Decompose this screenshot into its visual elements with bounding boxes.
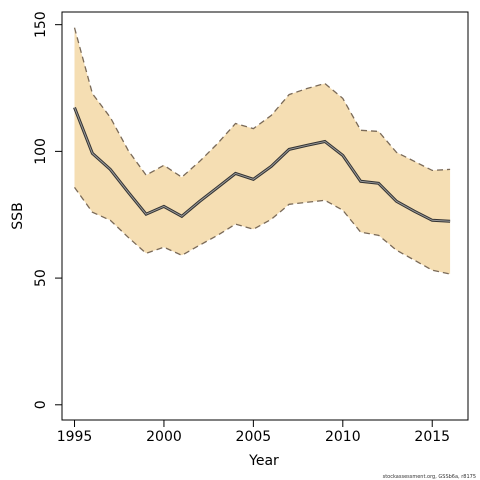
- y-tick-label: 150: [33, 11, 49, 38]
- x-tick-label: 2010: [325, 429, 361, 445]
- confidence-band: [74, 27, 451, 275]
- y-axis-label: SSB: [10, 202, 26, 229]
- x-tick-label: 2000: [146, 429, 182, 445]
- band-edge: [73, 27, 451, 179]
- line: [74, 107, 451, 222]
- y-tick-label: 0: [33, 400, 49, 409]
- y-tick-label: 50: [33, 269, 49, 287]
- x-tick-label: 2015: [414, 429, 450, 445]
- x-axis-label: Year: [248, 453, 279, 469]
- x-tick-label: 1995: [57, 429, 93, 445]
- footnote: stockassessment.org, GSSb6a, r8175: [383, 474, 476, 480]
- plot-frame: [61, 11, 469, 421]
- y-tick-label: 100: [33, 138, 49, 165]
- x-tick-label: 2005: [236, 429, 272, 445]
